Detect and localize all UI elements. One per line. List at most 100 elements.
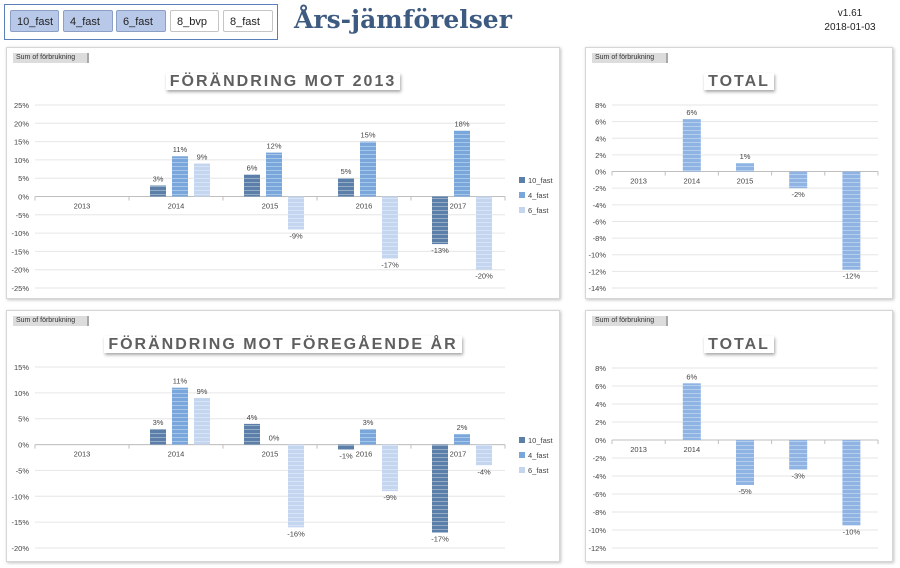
y-tick-label: -10%	[588, 251, 606, 260]
data-label: 9%	[197, 153, 208, 162]
y-tick-label: 2%	[595, 418, 606, 427]
y-tick-label: -10%	[588, 526, 606, 535]
bar-Total	[842, 440, 861, 526]
data-label: -1%	[339, 452, 353, 461]
y-tick-label: -4%	[593, 201, 607, 210]
legend-swatch	[519, 192, 525, 198]
data-label: 6%	[686, 372, 697, 381]
bar-6-fast	[382, 196, 398, 259]
data-label: -20%	[475, 272, 493, 281]
data-label: -10%	[843, 528, 861, 537]
y-tick-label: -5%	[16, 211, 30, 220]
version-date: 2018-01-03	[824, 22, 876, 33]
data-label: -9%	[289, 231, 303, 240]
bar-4-fast	[454, 130, 470, 197]
x-category-label: 2014	[168, 202, 185, 211]
y-tick-label: -20%	[11, 266, 29, 275]
data-label: -9%	[383, 493, 397, 502]
bar-4-fast	[172, 387, 188, 445]
y-tick-label: 15%	[14, 363, 29, 372]
bar-10-fast	[244, 423, 260, 445]
bar-Total	[736, 440, 754, 485]
y-tick-label: -6%	[593, 490, 607, 499]
slicer-item-4-fast[interactable]: 4_fast	[63, 10, 113, 32]
y-tick-label: 2%	[595, 151, 606, 160]
chart-panel-change-vs-2013[interactable]: Sum of förbrukning FÖRÄNDRING MOT 2013 2…	[6, 47, 560, 299]
data-label: -2%	[792, 190, 806, 199]
bar-Total	[789, 171, 808, 189]
y-tick-label: 8%	[595, 101, 606, 110]
field-button[interactable]: Sum of förbrukning	[13, 53, 89, 63]
y-tick-label: -5%	[16, 466, 30, 475]
bar-6-fast	[476, 196, 492, 270]
data-label: 3%	[153, 175, 164, 184]
slicer-item-8-bvp[interactable]: 8_bvp	[170, 10, 219, 32]
y-tick-label: 5%	[18, 174, 29, 183]
x-category-label: 2013	[74, 450, 91, 459]
legend-label: 4_fast	[528, 451, 549, 460]
version-info: v1.61 2018-01-03	[820, 7, 880, 35]
y-tick-label: -10%	[11, 492, 29, 501]
data-label: 6%	[247, 164, 258, 173]
x-category-label: 2014	[683, 445, 700, 454]
data-label: -12%	[843, 272, 861, 281]
data-label: -16%	[287, 529, 305, 538]
chart-panel-total-top[interactable]: Sum of förbrukning TOTAL 8% 6% 4% 2% 0% -2% -4…	[585, 47, 893, 299]
field-button[interactable]: Sum of förbrukning	[13, 316, 89, 326]
bar-4-fast	[360, 429, 376, 445]
data-label: 4%	[247, 413, 258, 422]
y-tick-label: 25%	[14, 101, 29, 110]
y-tick-label: -10%	[11, 229, 29, 238]
field-button[interactable]: Sum of förbrukning	[592, 316, 668, 326]
field-button[interactable]: Sum of förbrukning	[592, 53, 668, 63]
bar-6-fast	[288, 444, 304, 528]
bar-4-fast	[266, 152, 282, 197]
data-label: -17%	[381, 261, 399, 270]
x-category-label: 2015	[262, 450, 279, 459]
y-tick-label: 0%	[18, 441, 29, 450]
bar-4-fast	[454, 434, 470, 445]
y-tick-label: -20%	[11, 544, 29, 553]
x-category-label: 2017	[450, 450, 467, 459]
data-label: 18%	[454, 120, 469, 129]
legend-label: 4_fast	[528, 191, 549, 200]
y-tick-label: -4%	[593, 472, 607, 481]
series-slicer: 10_fast 4_fast 6_fast 8_bvp 8_fast	[4, 4, 278, 40]
data-label: 11%	[173, 145, 188, 154]
bar-6-fast	[288, 196, 304, 230]
x-category-label: 2015	[262, 202, 279, 211]
chart-title: TOTAL	[586, 73, 892, 91]
slicer-item-8-fast[interactable]: 8_fast	[223, 10, 273, 32]
bar-Total	[682, 119, 701, 172]
y-tick-label: 20%	[14, 119, 29, 128]
bar-Total	[842, 171, 861, 270]
chart-svg: 8% 6% 4% 2% 0% -2% -4% -6% -8% -10% -12% -14% 2013 20…	[588, 101, 879, 293]
legend-label: 6_fast	[528, 206, 549, 215]
chart-svg: 8%6%4%2%0%-2%-4%-6%-8%-10%-12%2013201420…	[588, 364, 879, 553]
x-category-label: 2017	[450, 202, 467, 211]
legend-swatch	[519, 467, 525, 473]
bar-10-fast	[244, 174, 260, 197]
bar-Total	[736, 163, 754, 172]
y-tick-label: -15%	[11, 518, 29, 527]
chart-svg: 25% 20% 15% 10% 5% 0% -5% -10% -15% -20% -25% 2013 2…	[11, 101, 553, 293]
data-label: 5%	[341, 167, 352, 176]
data-label: 2%	[457, 423, 468, 432]
bar-6-fast	[382, 444, 398, 492]
y-tick-label: 4%	[595, 134, 606, 143]
y-tick-label: 6%	[595, 382, 606, 391]
legend-swatch	[519, 452, 525, 458]
bar-10-fast	[150, 429, 166, 445]
y-tick-label: 0%	[595, 168, 606, 177]
slicer-item-10-fast[interactable]: 10_fast	[10, 10, 59, 32]
chart-panel-total-bottom[interactable]: Sum of förbrukning TOTAL 8% 6% 4% 2% 0% -2% -4…	[585, 310, 893, 562]
slicer-item-6-fast[interactable]: 6_fast	[116, 10, 166, 32]
x-category-label: 2016	[356, 450, 373, 459]
y-tick-label: 4%	[595, 400, 606, 409]
chart-title: TOTAL	[586, 336, 892, 354]
data-label: -17%	[431, 534, 449, 543]
legend-swatch	[519, 207, 525, 213]
y-tick-label: -12%	[588, 267, 606, 276]
chart-panel-change-vs-previous-year[interactable]: Sum of förbrukning FÖRÄNDRING MOT FÖREGÅ…	[6, 310, 560, 562]
y-tick-label: 6%	[595, 118, 606, 127]
